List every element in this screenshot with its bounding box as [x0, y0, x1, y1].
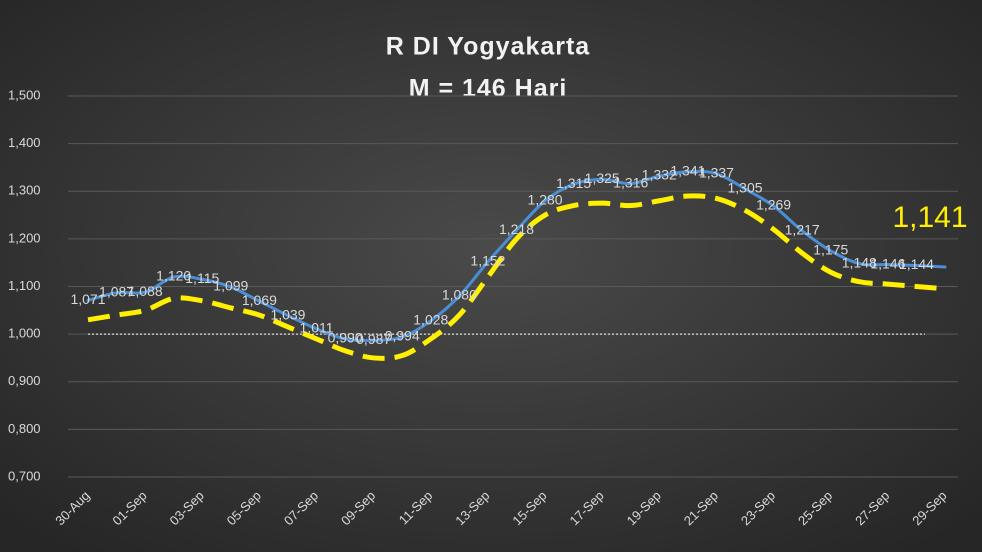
- data-label: 1,069: [242, 292, 277, 308]
- data-label: 1,316: [613, 174, 648, 190]
- data-label: 1,337: [699, 164, 734, 180]
- last-value-label: 1,141: [892, 201, 967, 234]
- data-label: 1,088: [128, 283, 163, 299]
- data-label: 0,994: [385, 328, 420, 344]
- data-label: 1,175: [813, 241, 848, 257]
- data-label: 1,269: [756, 197, 791, 213]
- data-label: 1,146: [870, 255, 905, 271]
- data-label: 1,144: [899, 256, 934, 272]
- data-label: 0,990: [328, 330, 363, 346]
- data-label: 1,115: [185, 270, 219, 286]
- data-label: 0,987: [356, 331, 391, 347]
- chart-subtitle: M = 146 Hari: [409, 75, 568, 103]
- data-label: 1,152: [470, 252, 505, 268]
- data-label: 1,280: [528, 191, 563, 207]
- data-label: 1,315: [556, 175, 591, 191]
- y-tick-label: 1,200: [8, 230, 41, 245]
- y-tick-label: 1,500: [8, 87, 41, 102]
- y-tick-label: 1,400: [8, 135, 41, 150]
- data-label: 1,332: [642, 167, 677, 183]
- data-label: 1,028: [413, 311, 448, 327]
- y-tick-label: 0,700: [8, 468, 41, 483]
- data-label: 1,305: [728, 180, 763, 196]
- data-label: 1,325: [585, 170, 620, 186]
- data-label: 1,148: [842, 254, 877, 270]
- y-tick-label: 0,900: [8, 373, 41, 388]
- data-label: 1,218: [499, 221, 534, 237]
- data-label: 1,099: [213, 278, 248, 294]
- data-label: 1,039: [270, 306, 305, 322]
- y-tick-label: 1,000: [8, 326, 41, 341]
- data-line: [86, 169, 947, 343]
- data-label: 1,217: [785, 221, 820, 237]
- data-label: 1,341: [670, 162, 705, 178]
- y-tick-label: 1,100: [8, 278, 41, 293]
- data-label: 1,087: [99, 283, 134, 299]
- trend-line: [87, 193, 946, 361]
- data-label: 1,080: [442, 287, 477, 303]
- y-tick-label: 0,800: [8, 421, 41, 436]
- data-label: 1,120: [156, 268, 191, 284]
- y-tick-label: 1,300: [8, 183, 41, 198]
- data-label: 1,071: [70, 291, 105, 307]
- data-label: 1,011: [300, 320, 334, 336]
- chart-title: R DI Yogyakarta: [386, 33, 591, 61]
